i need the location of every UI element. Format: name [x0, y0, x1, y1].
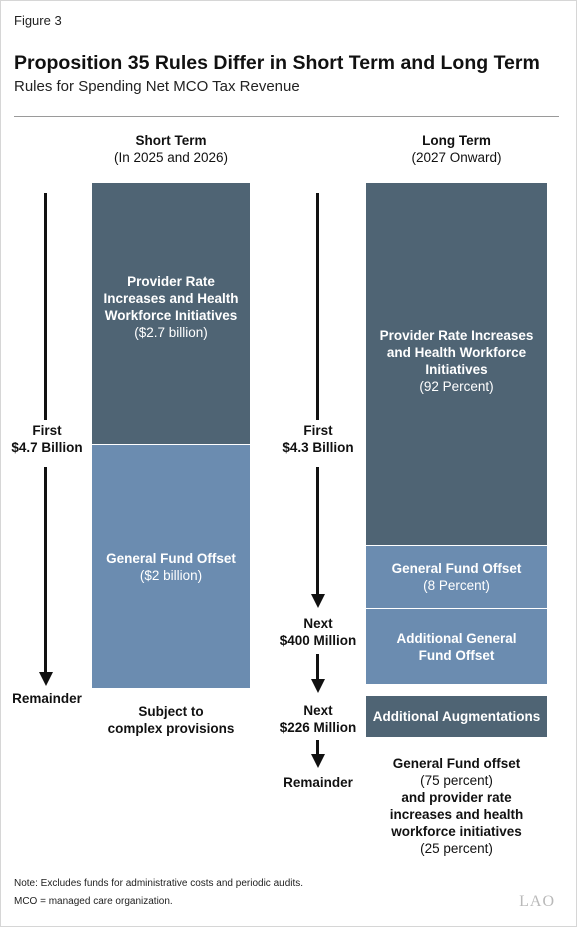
short-term-subheading: (In 2025 and 2026) [113, 150, 229, 165]
short-term-arrow-line-upper [44, 193, 47, 420]
lao-logo: LAO [519, 893, 555, 910]
long-term-arrow-line-1 [316, 193, 319, 420]
long-term-provider-rate-title-line1: Provider Rate Increases [379, 328, 534, 343]
long-term-remainder-note-line5: workforce initiatives [391, 824, 522, 839]
long-term-first-label: First $4.3 Billion [276, 422, 360, 456]
long-term-additional-augmentations-box: Additional Augmentations [366, 696, 547, 737]
long-term-first-label-line2: $4.3 Billion [282, 440, 354, 455]
long-term-remainder-note-line1: General Fund offset [392, 756, 521, 771]
short-term-general-fund-box: General Fund Offset ($2 billion) [92, 445, 250, 688]
long-term-arrowhead-1-icon [310, 594, 325, 608]
short-term-provider-rate-amount: ($2.7 billion) [134, 324, 208, 340]
long-term-arrowhead-2-icon [310, 679, 325, 693]
long-term-additional-general-fund-box: Additional General Fund Offset [366, 609, 547, 684]
long-term-remainder-note-line2: (75 percent) [420, 773, 493, 788]
short-term-box-divider [92, 444, 250, 445]
long-term-next-226-label-line1: Next [303, 703, 333, 718]
long-term-arrow-line-2 [316, 467, 319, 598]
long-term-next-226-label-line2: $226 Million [279, 720, 357, 735]
long-term-arrowhead-3-icon [310, 754, 325, 768]
short-term-header: Short Term (In 2025 and 2026) [92, 132, 250, 166]
long-term-arrow-line-3 [316, 654, 319, 680]
short-term-first-label-line2: $4.7 Billion [11, 440, 83, 455]
short-term-provider-rate-box: Provider Rate Increases and Health Workf… [92, 183, 250, 444]
figure-title: Proposition 35 Rules Differ in Short Ter… [14, 52, 540, 74]
long-term-general-fund-title: General Fund Offset [391, 561, 522, 576]
short-term-general-fund-title: General Fund Offset [106, 550, 236, 566]
short-term-provider-rate-title-line3: Workforce Initiatives [104, 307, 238, 323]
long-term-additional-general-fund-title-line1: Additional General [396, 630, 517, 646]
long-term-remainder-note-line4: increases and health [389, 807, 524, 822]
long-term-box-divider-1 [366, 545, 547, 546]
long-term-remainder-label: Remainder [283, 775, 353, 790]
long-term-remainder-note-line3: and provider rate [401, 790, 512, 805]
long-term-next-400-label-line2: $400 Million [279, 633, 357, 648]
long-term-provider-rate-title-line3: Initiatives [425, 362, 488, 377]
long-term-provider-rate-title-line2: and Health Workforce [386, 345, 527, 360]
short-term-arrowhead-icon [38, 672, 53, 686]
short-term-general-fund-amount: ($2 billion) [139, 567, 203, 583]
long-term-next-400-label-line1: Next [303, 616, 333, 631]
short-term-heading: Short Term [135, 133, 207, 148]
long-term-additional-general-fund-title-line2: Fund Offset [418, 647, 495, 663]
long-term-heading: Long Term [422, 133, 491, 148]
figure-label: Figure 3 [14, 13, 62, 28]
short-term-provider-rate-title-line1: Provider Rate [127, 273, 215, 289]
long-term-arrow-line-4 [316, 740, 319, 756]
short-term-first-label: First $4.7 Billion [5, 422, 89, 456]
footnote-mco-definition: MCO = managed care organization. [14, 896, 173, 907]
long-term-remainder-note: General Fund offset (75 percent) and pro… [362, 755, 551, 857]
long-term-box-divider-2 [366, 608, 547, 609]
short-term-remainder-note-line1: Subject to [138, 704, 204, 719]
long-term-next-226-label: Next $226 Million [271, 702, 365, 736]
long-term-general-fund-amount: (8 Percent) [423, 578, 490, 593]
long-term-provider-rate-amount: (92 Percent) [419, 379, 494, 394]
figure-subtitle: Rules for Spending Net MCO Tax Revenue [14, 78, 300, 95]
short-term-first-label-line1: First [32, 423, 62, 438]
long-term-provider-rate-box: Provider Rate Increases and Health Workf… [366, 183, 547, 545]
title-divider [14, 116, 559, 117]
long-term-remainder-note-line6: (25 percent) [420, 841, 493, 856]
short-term-remainder-note-line2: complex provisions [107, 721, 235, 736]
short-term-remainder-label: Remainder [12, 691, 82, 706]
footnote-excludes: Note: Excludes funds for administrative … [14, 878, 304, 889]
short-term-arrow-line-lower [44, 467, 47, 675]
short-term-provider-rate-title-line2: Increases and Health [103, 290, 239, 306]
long-term-additional-augmentations-title: Additional Augmentations [372, 709, 541, 724]
long-term-general-fund-box: General Fund Offset (8 Percent) [366, 546, 547, 608]
long-term-next-400-label: Next $400 Million [271, 615, 365, 649]
long-term-header: Long Term (2027 Onward) [366, 132, 547, 166]
short-term-remainder-note: Subject to complex provisions [92, 703, 250, 737]
long-term-first-label-line1: First [303, 423, 333, 438]
long-term-subheading: (2027 Onward) [411, 150, 502, 165]
